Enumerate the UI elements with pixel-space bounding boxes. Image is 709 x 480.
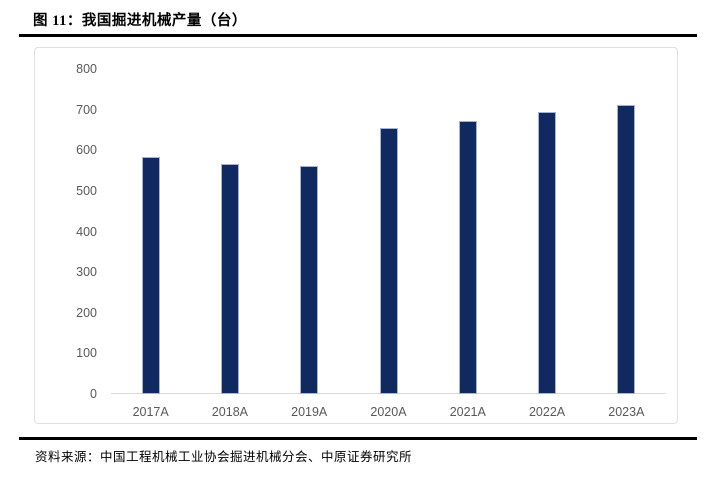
bar-2022A	[538, 112, 557, 394]
chart-frame: 0 100 200 300 400 500 600 700 800 2017A 2018A 2019…	[34, 47, 678, 424]
y-tick-label: 100	[76, 346, 97, 361]
x-tick-label: 2020A	[370, 405, 407, 419]
x-tick-label: 2017A	[132, 405, 169, 419]
y-tick-label: 0	[90, 387, 97, 401]
x-tick-label: 2019A	[291, 405, 328, 419]
bar-2017A	[141, 157, 160, 394]
source-note: 资料来源：中国工程机械工业协会掘进机械分会、中原证券研究所	[35, 450, 413, 464]
x-tick-label: 2022A	[528, 405, 566, 419]
figure-title: 图 11：我国掘进机械产量（台）	[33, 13, 247, 29]
bar-2019A	[300, 166, 319, 394]
bar-2023A	[617, 105, 636, 394]
source-divider-rule	[19, 437, 697, 440]
y-tick-label: 300	[76, 265, 97, 280]
x-tick-label: 2021A	[449, 405, 486, 419]
plot-area	[111, 69, 666, 394]
y-tick-label: 600	[76, 143, 97, 158]
bar-2021A	[458, 120, 477, 394]
title-divider-rule	[19, 34, 697, 37]
bar-2018A	[220, 164, 239, 394]
y-tick-label: 400	[76, 224, 97, 239]
y-tick-label: 700	[76, 102, 97, 117]
y-tick-label: 800	[76, 62, 97, 76]
y-tick-label: 500	[76, 183, 97, 198]
bar-2020A	[379, 127, 398, 394]
x-tick-label: 2023A	[608, 405, 645, 419]
x-tick-label: 2018A	[211, 405, 248, 419]
y-tick-label: 200	[76, 305, 97, 320]
